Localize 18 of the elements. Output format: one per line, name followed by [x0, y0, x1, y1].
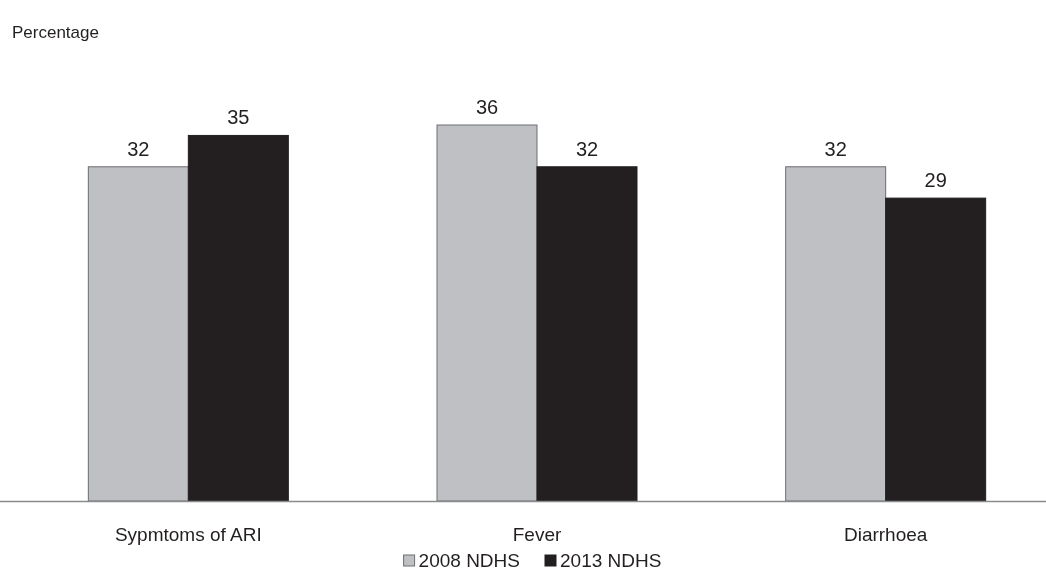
data-label: 29: [924, 169, 947, 192]
legend-label: 2008 NDHS: [418, 550, 520, 571]
data-label: 32: [575, 137, 599, 160]
bar: [187, 134, 289, 502]
bar: [87, 166, 189, 502]
bar: [785, 166, 887, 502]
data-label: 36: [475, 96, 499, 118]
legend-label: 2013 NDHS: [560, 550, 662, 571]
data-label: 32: [824, 137, 847, 160]
x-tick-label: Sypmtoms of ARI: [114, 524, 262, 545]
x-tick-label: Diarrhoea: [843, 524, 928, 545]
y-axis-title: Percentage: [12, 23, 99, 42]
bar: [885, 197, 987, 502]
data-label: 32: [127, 137, 150, 160]
bar: [536, 166, 638, 502]
bar: [436, 124, 538, 502]
data-label: 35: [227, 106, 250, 129]
x-tick-label: Fever: [512, 524, 562, 545]
